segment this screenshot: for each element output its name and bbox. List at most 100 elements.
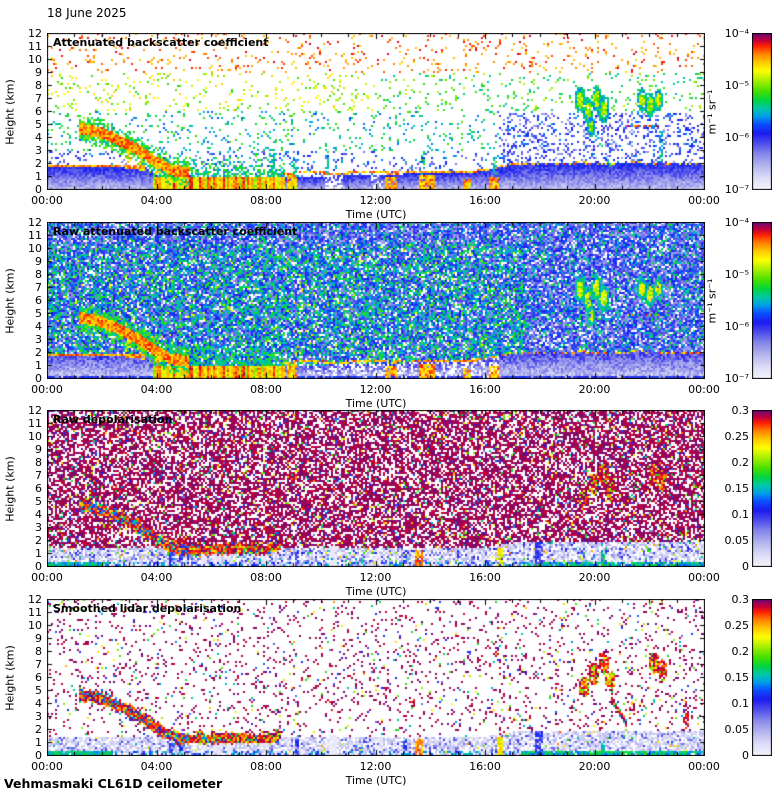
y-tick-label: 10 — [28, 430, 42, 443]
colorbar-tick-label: 0.15 — [724, 671, 750, 684]
x-tick-label: 12:00 — [359, 760, 392, 773]
x-tick-label: 20:00 — [578, 571, 611, 584]
y-tick-label: 11 — [28, 229, 42, 242]
y-tick-label: 6 — [35, 105, 42, 118]
colorbar-tick-label: 0.25 — [724, 430, 750, 443]
colorbar-tick-label: 0.1 — [731, 508, 750, 521]
y-tick-label: 2 — [35, 157, 42, 170]
colorbar-tick-label: 0.3 — [731, 404, 750, 417]
colorbar-canvas — [752, 222, 772, 379]
y-tick-label: 6 — [35, 482, 42, 495]
x-axis-label: Time (UTC) — [345, 397, 407, 410]
y-tick-label: 6 — [35, 671, 42, 684]
x-tick-label: 04:00 — [140, 383, 173, 396]
y-tick-label: 1 — [35, 736, 42, 749]
y-tick-label: 11 — [28, 40, 42, 53]
y-tick-label: 10 — [28, 619, 42, 632]
x-tick-label: 08:00 — [250, 194, 282, 207]
y-tick-label: 0 — [35, 749, 42, 762]
x-tick-label: 12:00 — [359, 571, 392, 584]
colorbar-tick-label: 0.2 — [731, 455, 750, 469]
x-axis-label: Time (UTC) — [345, 774, 407, 787]
y-tick-label: 7 — [35, 658, 42, 671]
date-label: 18 June 2025 — [47, 6, 127, 20]
y-tick-label: 3 — [35, 333, 42, 346]
colorbar-tick-label: 0 — [742, 749, 749, 762]
panel-raw-backscatter: Height (km) 0 1 2 3 4 5 6 7 8 9 10 11 12 Raw attenua… — [0, 216, 780, 412]
y-tick-label: 8 — [35, 268, 42, 281]
y-tick-label: 8 — [35, 79, 42, 92]
colorbar-tick-label: 0.25 — [724, 619, 750, 632]
x-tick-label: 00:00 — [688, 760, 720, 773]
colorbar-canvas — [752, 410, 772, 567]
y-tick-label: 3 — [35, 144, 42, 157]
y-tick-label: 5 — [35, 307, 42, 320]
y-tick-label: 5 — [35, 118, 42, 131]
colorbar-tick-label: 10⁻⁵ — [724, 267, 749, 281]
panel-title-attenuated-backscatter: Attenuated backscatter coefficient — [53, 36, 269, 49]
y-tick-label: 9 — [35, 255, 42, 268]
y-tick-label: 0 — [35, 560, 42, 573]
panel-attenuated-backscatter: Height (km) 0 1 2 3 4 5 6 7 8 9 10 11 12 Attenuated … — [0, 27, 780, 223]
y-tick-label: 10 — [28, 53, 42, 66]
colorbar-unit-label: m⁻¹ sr⁻¹ — [705, 89, 719, 134]
y-tick-label: 5 — [35, 684, 42, 697]
heatmap-canvas — [47, 33, 705, 190]
y-tick-label: 2 — [35, 346, 42, 359]
colorbar-tick-label: 0.05 — [724, 722, 750, 736]
colorbar-tick-label: 0.15 — [724, 482, 750, 495]
x-tick-label: 20:00 — [578, 383, 611, 396]
y-tick-label: 11 — [28, 606, 42, 619]
x-tick-label: 00:00 — [31, 383, 63, 396]
y-tick-label: 12 — [28, 27, 42, 40]
colorbar-tick-label: 10⁻⁴ — [724, 216, 749, 229]
x-tick-label: 00:00 — [31, 194, 63, 207]
x-tick-label: 00:00 — [688, 571, 720, 584]
x-axis-label: Time (UTC) — [345, 208, 407, 221]
y-tick-label: 0 — [35, 183, 42, 196]
y-tick-label: 1 — [35, 359, 42, 372]
y-tick-label: 12 — [28, 593, 42, 606]
y-tick-label: 2 — [35, 534, 42, 547]
panel-title-raw-backscatter: Raw attenuated backscatter coefficient — [53, 225, 298, 238]
y-tick-label: 4 — [35, 697, 42, 710]
colorbar-tick-label: 0.3 — [731, 593, 750, 606]
colorbar-canvas — [752, 599, 772, 756]
colorbar-tick-label: 10⁻⁷ — [724, 183, 749, 196]
colorbar-tick-label: 0 — [742, 560, 749, 573]
x-tick-label: 00:00 — [31, 571, 63, 584]
x-tick-label: 16:00 — [469, 760, 501, 773]
y-tick-label: 11 — [28, 417, 42, 430]
y-tick-label: 1 — [35, 547, 42, 560]
y-tick-label: 8 — [35, 645, 42, 658]
y-tick-label: 4 — [35, 131, 42, 144]
y-tick-label: 5 — [35, 495, 42, 508]
x-tick-label: 08:00 — [250, 383, 282, 396]
y-tick-label: 3 — [35, 521, 42, 534]
colorbar-canvas — [752, 33, 772, 190]
y-tick-label: 3 — [35, 710, 42, 723]
x-tick-label: 12:00 — [359, 383, 392, 396]
x-tick-label: 00:00 — [688, 383, 720, 396]
colorbar-tick-label: 10⁻⁶ — [724, 320, 749, 333]
colorbar-tick-label: 10⁻⁵ — [724, 78, 749, 92]
y-tick-label: 12 — [28, 216, 42, 229]
heatmap-canvas — [47, 599, 705, 756]
x-tick-label: 12:00 — [359, 194, 392, 207]
y-tick-label: 7 — [35, 281, 42, 294]
y-tick-label: 8 — [35, 456, 42, 469]
y-tick-label: 9 — [35, 66, 42, 79]
colorbar-tick-label: 10⁻⁶ — [724, 131, 749, 144]
x-tick-label: 20:00 — [578, 760, 611, 773]
y-tick-label: 7 — [35, 469, 42, 482]
panel-smoothed-depolarisation: Height (km) 0 1 2 3 4 5 6 7 8 9 10 11 12 Smoothed li… — [0, 593, 780, 789]
x-tick-label: 08:00 — [250, 571, 282, 584]
colorbar-unit-label: m⁻¹ sr⁻¹ — [705, 278, 719, 323]
y-tick-label: 12 — [28, 404, 42, 417]
x-axis-label: Time (UTC) — [345, 585, 407, 598]
x-tick-label: 00:00 — [688, 194, 720, 207]
x-tick-label: 16:00 — [469, 571, 501, 584]
y-tick-label: 10 — [28, 242, 42, 255]
y-tick-label: 1 — [35, 170, 42, 183]
